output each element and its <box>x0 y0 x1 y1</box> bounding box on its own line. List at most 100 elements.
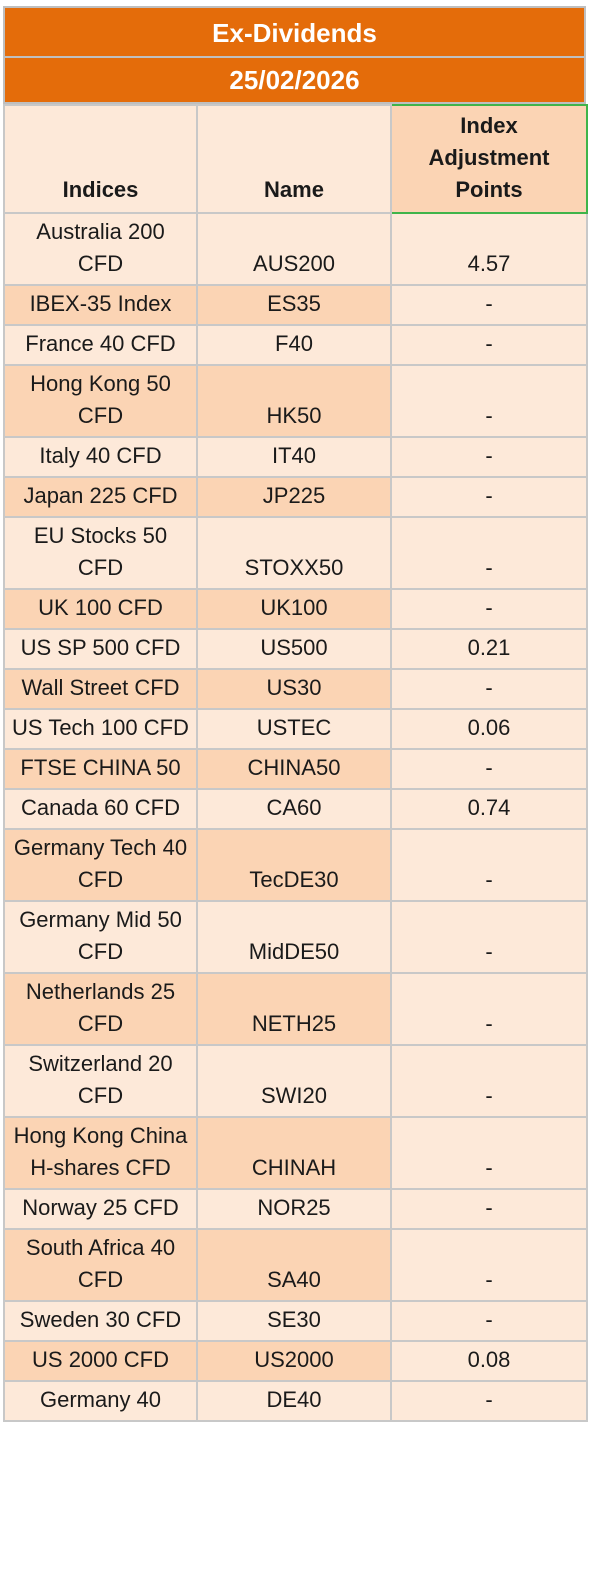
name-cell: CA60 <box>196 788 392 830</box>
name-cell: US30 <box>196 668 392 710</box>
name-cell: TecDE30 <box>196 828 392 902</box>
table-row: South Africa 40 CFD SA40- <box>3 1228 588 1302</box>
table-row: Hong Kong China H-shares CFD CHINAH - <box>3 1116 588 1190</box>
adjustment-points-cell: - <box>390 972 588 1046</box>
table-row: Italy 40 CFD IT40- <box>3 436 588 478</box>
adjustment-points-cell: - <box>390 324 588 366</box>
name-cell: US500 <box>196 628 392 670</box>
table-row: FTSE CHINA 50 CHINA50- <box>3 748 588 790</box>
name-cell: DE40 <box>196 1380 392 1422</box>
table-row: Canada 60 CFD CA60 0.74 <box>3 788 588 830</box>
adjustment-points-cell: - <box>390 436 588 478</box>
table-row: Germany 40 DE40- <box>3 1380 588 1422</box>
table-row: IBEX-35 Index ES35- <box>3 284 588 326</box>
table-row: Netherlands 25 CFD NETH25- <box>3 972 588 1046</box>
table-row: Hong Kong 50 CFD HK50- <box>3 364 588 438</box>
index-cell: IBEX-35 Index <box>3 284 198 326</box>
adjustment-points-cell: 0.74 <box>390 788 588 830</box>
table-row: UK 100 CFD UK100- <box>3 588 588 630</box>
index-cell: South Africa 40 CFD <box>3 1228 198 1302</box>
name-cell: STOXX50 <box>196 516 392 590</box>
adjustment-points-cell: - <box>390 476 588 518</box>
table-body: Australia 200 CFD AUS200 4.57 IBEX-35 Index… <box>3 212 588 1422</box>
adjustment-points-cell: - <box>390 364 588 438</box>
table-row: Norway 25 CFD NOR25- <box>3 1188 588 1230</box>
adjustment-points-cell: - <box>390 1044 588 1118</box>
index-cell: Hong Kong China H-shares CFD <box>3 1116 198 1190</box>
adjustment-points-cell: - <box>390 1380 588 1422</box>
index-cell: Germany 40 <box>3 1380 198 1422</box>
adjustment-points-cell: - <box>390 588 588 630</box>
index-cell: Australia 200 CFD <box>3 212 198 286</box>
index-cell: Germany Tech 40 CFD <box>3 828 198 902</box>
name-cell: SWI20 <box>196 1044 392 1118</box>
adjustment-points-cell: - <box>390 668 588 710</box>
name-cell: IT40 <box>196 436 392 478</box>
index-cell: US 2000 CFD <box>3 1340 198 1382</box>
table-row: US Tech 100 CFD USTEC 0.06 <box>3 708 588 750</box>
table-row: US 2000 CFD US2000 0.08 <box>3 1340 588 1382</box>
index-cell: Japan 225 CFD <box>3 476 198 518</box>
sheet-title: Ex-Dividends <box>3 6 586 58</box>
name-cell: ES35 <box>196 284 392 326</box>
table-header-row: Indices Name Index Adjustment Points <box>3 104 588 214</box>
index-cell: US Tech 100 CFD <box>3 708 198 750</box>
name-cell: HK50 <box>196 364 392 438</box>
index-cell: Netherlands 25 CFD <box>3 972 198 1046</box>
index-cell: FTSE CHINA 50 <box>3 748 198 790</box>
index-cell: US SP 500 CFD <box>3 628 198 670</box>
index-cell: France 40 CFD <box>3 324 198 366</box>
adjustment-points-cell: 4.57 <box>390 212 588 286</box>
adjustment-points-cell: - <box>390 748 588 790</box>
name-cell: US2000 <box>196 1340 392 1382</box>
adjustment-points-cell: - <box>390 516 588 590</box>
adjustment-points-cell: - <box>390 1188 588 1230</box>
ex-dividends-sheet: Ex-Dividends 25/02/2026 Indices Name Ind… <box>3 6 588 1422</box>
name-cell: NETH25 <box>196 972 392 1046</box>
index-cell: Hong Kong 50 CFD <box>3 364 198 438</box>
index-cell: Wall Street CFD <box>3 668 198 710</box>
dividends-table: Indices Name Index Adjustment Points Aus… <box>3 104 588 1422</box>
adjustment-points-cell: - <box>390 1300 588 1342</box>
index-cell: Canada 60 CFD <box>3 788 198 830</box>
table-row: Sweden 30 CFD SE30- <box>3 1300 588 1342</box>
adjustment-points-cell: - <box>390 1116 588 1190</box>
table-row: EU Stocks 50 CFD STOXX50- <box>3 516 588 590</box>
adjustment-points-cell: - <box>390 900 588 974</box>
table-row: Germany Tech 40 CFD TecDE30- <box>3 828 588 902</box>
name-cell: MidDE50 <box>196 900 392 974</box>
adjustment-points-cell: 0.08 <box>390 1340 588 1382</box>
table-row: Wall Street CFD US30- <box>3 668 588 710</box>
table-row: Germany Mid 50 CFD MidDE50- <box>3 900 588 974</box>
name-cell: JP225 <box>196 476 392 518</box>
sheet-date: 25/02/2026 <box>3 58 586 104</box>
column-header-name: Name <box>196 104 392 214</box>
adjustment-points-cell: 0.06 <box>390 708 588 750</box>
index-cell: Germany Mid 50 CFD <box>3 900 198 974</box>
name-cell: SA40 <box>196 1228 392 1302</box>
index-cell: Sweden 30 CFD <box>3 1300 198 1342</box>
index-cell: UK 100 CFD <box>3 588 198 630</box>
name-cell: UK100 <box>196 588 392 630</box>
name-cell: CHINAH <box>196 1116 392 1190</box>
adjustment-points-cell: - <box>390 828 588 902</box>
name-cell: SE30 <box>196 1300 392 1342</box>
table-row: France 40 CFD F40- <box>3 324 588 366</box>
name-cell: CHINA50 <box>196 748 392 790</box>
index-cell: Norway 25 CFD <box>3 1188 198 1230</box>
adjustment-points-cell: 0.21 <box>390 628 588 670</box>
adjustment-points-cell: - <box>390 1228 588 1302</box>
column-header-indices: Indices <box>3 104 198 214</box>
table-row: Japan 225 CFD JP225- <box>3 476 588 518</box>
column-header-adjustment[interactable]: Index Adjustment Points <box>390 104 588 214</box>
name-cell: AUS200 <box>196 212 392 286</box>
name-cell: NOR25 <box>196 1188 392 1230</box>
name-cell: USTEC <box>196 708 392 750</box>
index-cell: Italy 40 CFD <box>3 436 198 478</box>
table-row: Australia 200 CFD AUS200 4.57 <box>3 212 588 286</box>
name-cell: F40 <box>196 324 392 366</box>
table-row: Switzerland 20 CFD SWI20- <box>3 1044 588 1118</box>
index-cell: EU Stocks 50 CFD <box>3 516 198 590</box>
table-row: US SP 500 CFD US500 0.21 <box>3 628 588 670</box>
index-cell: Switzerland 20 CFD <box>3 1044 198 1118</box>
